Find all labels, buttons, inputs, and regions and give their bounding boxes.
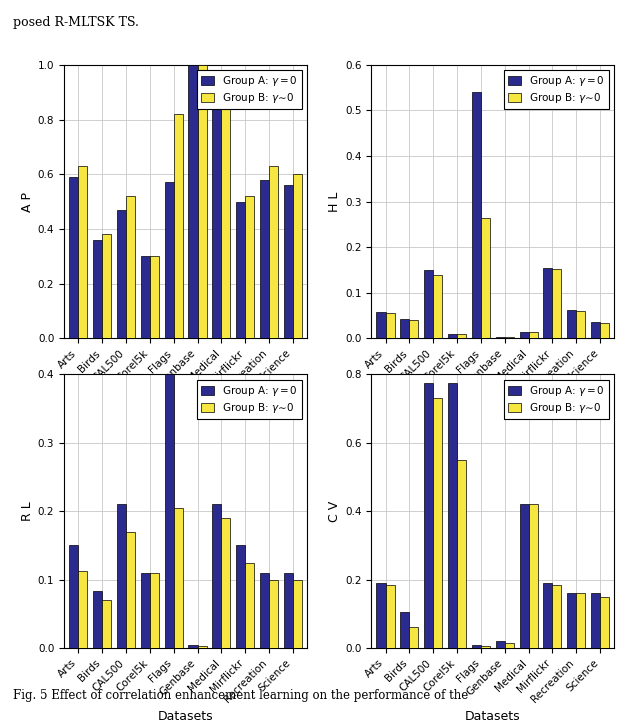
Bar: [221, 100, 230, 338]
Bar: [567, 593, 576, 648]
Bar: [457, 334, 466, 338]
Bar: [126, 196, 135, 338]
Bar: [495, 641, 505, 648]
Bar: [433, 398, 442, 648]
Bar: [293, 580, 302, 648]
Bar: [117, 210, 126, 338]
Bar: [284, 185, 293, 338]
Bar: [78, 571, 88, 648]
Bar: [126, 531, 135, 648]
Bar: [212, 505, 221, 648]
Bar: [221, 518, 230, 648]
Bar: [236, 202, 245, 338]
Bar: [284, 573, 293, 648]
Bar: [448, 334, 457, 338]
Bar: [576, 311, 586, 338]
Bar: [164, 182, 173, 338]
Text: posed R-MLTSK TS.: posed R-MLTSK TS.: [13, 16, 139, 29]
Bar: [198, 65, 207, 338]
X-axis label: Datasets: Datasets: [465, 710, 520, 720]
Bar: [543, 268, 552, 338]
Bar: [260, 180, 269, 338]
Bar: [520, 505, 529, 648]
Bar: [600, 323, 609, 338]
Bar: [293, 174, 302, 338]
Bar: [245, 562, 254, 648]
Legend: Group A: $\gamma = 0$, Group B: $\gamma \!\sim\! 0$: Group A: $\gamma = 0$, Group B: $\gamma …: [197, 70, 302, 109]
Bar: [495, 337, 505, 338]
Bar: [552, 585, 561, 648]
Bar: [93, 240, 102, 338]
Bar: [591, 323, 600, 338]
Bar: [424, 383, 433, 648]
Bar: [385, 585, 395, 648]
Bar: [520, 333, 529, 338]
Bar: [543, 583, 552, 648]
Bar: [188, 644, 198, 648]
Bar: [69, 546, 78, 648]
Y-axis label: C V: C V: [328, 500, 341, 522]
Bar: [150, 256, 159, 338]
Bar: [269, 580, 278, 648]
Legend: Group A: $\gamma = 0$, Group B: $\gamma \!\sim\! 0$: Group A: $\gamma = 0$, Group B: $\gamma …: [197, 379, 302, 419]
Bar: [173, 114, 183, 338]
Bar: [376, 583, 385, 648]
Bar: [260, 573, 269, 648]
Bar: [552, 269, 561, 338]
X-axis label: Datasets: Datasets: [465, 400, 520, 413]
Bar: [600, 597, 609, 648]
Bar: [472, 644, 481, 648]
Bar: [591, 593, 600, 648]
Bar: [78, 166, 88, 338]
Bar: [245, 196, 254, 338]
Text: (b): (b): [483, 489, 502, 503]
Bar: [576, 593, 586, 648]
Bar: [212, 103, 221, 338]
Bar: [141, 256, 150, 338]
Bar: [529, 333, 538, 338]
Bar: [424, 270, 433, 338]
Bar: [150, 573, 159, 648]
Bar: [400, 319, 410, 338]
Bar: [93, 591, 102, 648]
Y-axis label: A P: A P: [20, 192, 34, 212]
Bar: [457, 460, 466, 648]
Y-axis label: H L: H L: [328, 192, 341, 212]
X-axis label: Datasets: Datasets: [158, 710, 213, 720]
Bar: [198, 646, 207, 648]
Text: Fig. 5 Effect of correlation enhancement learning on the performance of the: Fig. 5 Effect of correlation enhancement…: [13, 689, 468, 702]
Bar: [385, 313, 395, 338]
Bar: [410, 627, 419, 648]
Bar: [472, 92, 481, 338]
Bar: [448, 383, 457, 648]
Bar: [173, 508, 183, 648]
Bar: [400, 612, 410, 648]
Text: (a): (a): [176, 489, 195, 503]
Bar: [376, 312, 385, 338]
Bar: [505, 643, 514, 648]
Y-axis label: R L: R L: [20, 501, 34, 521]
Bar: [410, 320, 419, 338]
Bar: [117, 505, 126, 648]
Bar: [433, 274, 442, 338]
Bar: [141, 573, 150, 648]
Bar: [567, 310, 576, 338]
Bar: [481, 217, 490, 338]
Bar: [69, 177, 78, 338]
X-axis label: Datasets: Datasets: [158, 400, 213, 413]
Legend: Group A: $\gamma = 0$, Group B: $\gamma \!\sim\! 0$: Group A: $\gamma = 0$, Group B: $\gamma …: [504, 379, 609, 419]
Bar: [102, 235, 111, 338]
Bar: [102, 600, 111, 648]
Bar: [164, 374, 173, 648]
Bar: [269, 166, 278, 338]
Bar: [188, 65, 198, 338]
Bar: [481, 647, 490, 648]
Legend: Group A: $\gamma = 0$, Group B: $\gamma \!\sim\! 0$: Group A: $\gamma = 0$, Group B: $\gamma …: [504, 70, 609, 109]
Bar: [236, 546, 245, 648]
Bar: [529, 505, 538, 648]
